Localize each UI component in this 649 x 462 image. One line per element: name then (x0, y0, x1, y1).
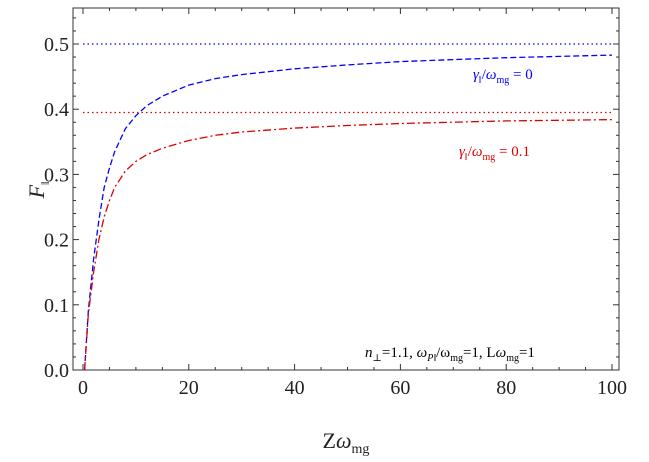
y-axis-title: F‖ (24, 182, 52, 200)
series-line-0 (83, 54, 613, 371)
x-axis-title: Zωmg (323, 428, 370, 457)
x-tick-label: 0 (78, 377, 88, 399)
series-group (83, 43, 613, 371)
series-line-2 (83, 118, 613, 371)
annotation-parameters: n⊥=1.1, ωP‖/ωmg=1, Lωmg=1 (365, 345, 535, 364)
y-tick-label: 0.1 (44, 295, 69, 317)
y-tick-label: 0.4 (44, 99, 69, 121)
y-tick-label: 0.3 (44, 164, 69, 186)
x-tick-label: 40 (285, 377, 305, 399)
x-tick-label: 80 (496, 377, 516, 399)
ticks: 0 20 40 60 80 100 0.0 0.1 0.2 0.3 0.4 0.5 (44, 8, 627, 399)
x-tick-label: 100 (597, 377, 627, 399)
plot-frame (72, 7, 620, 371)
annotation-gamma-0: γ‖/ωmg = 0 (473, 67, 533, 86)
y-tick-label: 0.2 (44, 230, 69, 252)
annotation-gamma-0.1: γ‖/ωmg = 0.1 (459, 144, 530, 163)
y-tick-label: 0.5 (44, 34, 69, 56)
x-tick-label: 20 (179, 377, 199, 399)
y-tick-label: 0.0 (44, 360, 69, 382)
x-tick-label: 60 (390, 377, 410, 399)
